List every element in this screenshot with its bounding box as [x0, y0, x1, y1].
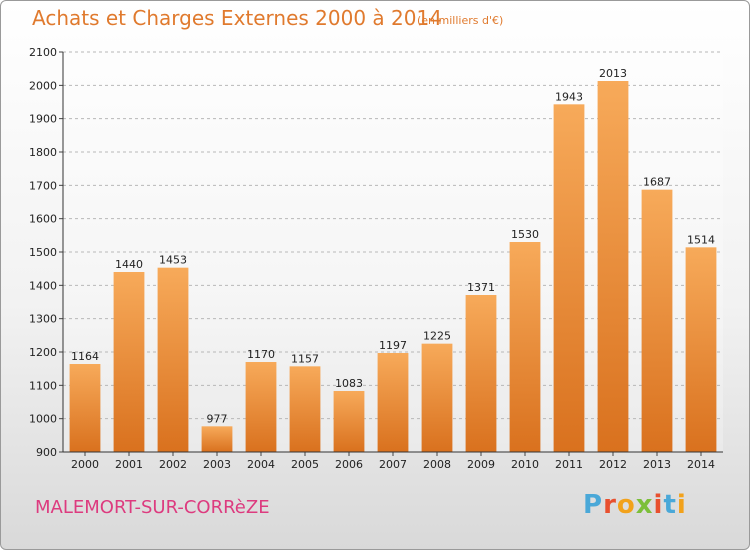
- bar-2014: [685, 247, 717, 452]
- y-tick-label: 1000: [29, 413, 57, 426]
- data-label-2009: 1371: [467, 281, 495, 294]
- bar-2009: [465, 295, 497, 452]
- bar-2002: [157, 267, 189, 452]
- data-label-2007: 1197: [379, 339, 407, 352]
- y-tick-label: 1300: [29, 313, 57, 326]
- data-label-2001: 1440: [115, 258, 143, 271]
- data-label-2011: 1943: [555, 90, 583, 103]
- x-tick-label-2005: 2005: [291, 458, 319, 471]
- logo-letter: t: [663, 490, 677, 520]
- logo-letter: i: [653, 490, 664, 520]
- data-label-2004: 1170: [247, 348, 275, 361]
- bar-2001: [113, 272, 145, 452]
- x-tick-label-2008: 2008: [423, 458, 451, 471]
- data-label-2013: 1687: [643, 176, 671, 189]
- bar-2007: [377, 353, 409, 452]
- x-tick-label-2000: 2000: [71, 458, 99, 471]
- logo-letter: P: [583, 490, 604, 520]
- x-tick-label-2003: 2003: [203, 458, 231, 471]
- y-tick-label: 1700: [29, 179, 57, 192]
- bar-2011: [553, 104, 585, 452]
- logo-letter: x: [635, 490, 654, 520]
- x-tick-label-2006: 2006: [335, 458, 363, 471]
- data-label-2012: 2013: [599, 67, 627, 80]
- x-tick-label-2013: 2013: [643, 458, 671, 471]
- x-tick-label-2007: 2007: [379, 458, 407, 471]
- x-tick-label-2012: 2012: [599, 458, 627, 471]
- data-label-2002: 1453: [159, 254, 187, 267]
- x-tick-label-2001: 2001: [115, 458, 143, 471]
- data-label-2010: 1530: [511, 228, 539, 241]
- logo-letter: o: [616, 490, 636, 520]
- bar-2005: [289, 366, 321, 452]
- data-label-2005: 1157: [291, 352, 319, 365]
- bar-2000: [69, 364, 101, 452]
- data-label-2006: 1083: [335, 377, 363, 390]
- data-label-2014: 1514: [687, 233, 715, 246]
- y-tick-label: 1200: [29, 346, 57, 359]
- y-tick-label: 900: [36, 446, 57, 459]
- bar-2013: [641, 189, 673, 452]
- data-label-2008: 1225: [423, 330, 451, 343]
- bar-2006: [333, 391, 365, 452]
- x-tick-label-2009: 2009: [467, 458, 495, 471]
- x-tick-label-2014: 2014: [687, 458, 715, 471]
- y-tick-label: 2100: [29, 46, 57, 59]
- x-tick-label-2011: 2011: [555, 458, 583, 471]
- y-tick-label: 1500: [29, 246, 57, 259]
- data-label-2003: 977: [207, 412, 228, 425]
- logo-letter: r: [603, 490, 617, 520]
- y-tick-label: 1900: [29, 113, 57, 126]
- y-tick-label: 1100: [29, 379, 57, 392]
- x-tick-label-2002: 2002: [159, 458, 187, 471]
- y-tick-label: 1800: [29, 146, 57, 159]
- data-label-2000: 1164: [71, 350, 99, 363]
- x-tick-label-2010: 2010: [511, 458, 539, 471]
- bar-2010: [509, 242, 541, 452]
- x-tick-label-2004: 2004: [247, 458, 275, 471]
- proxiti-logo: Proxiti: [583, 490, 687, 520]
- logo-letter: i: [676, 490, 687, 520]
- y-tick-label: 1600: [29, 213, 57, 226]
- bar-2004: [245, 362, 277, 452]
- y-tick-label: 2000: [29, 79, 57, 92]
- chart-title: Achats et Charges Externes 2000 à 2014: [32, 6, 442, 30]
- place-name: MALEMORT-SUR-CORRèZE: [35, 497, 270, 518]
- chart-subtitle: (en milliers d'€): [417, 14, 504, 27]
- bar-2012: [597, 81, 629, 452]
- bar-2003: [201, 426, 233, 452]
- bar-2008: [421, 343, 453, 452]
- y-tick-label: 1400: [29, 279, 57, 292]
